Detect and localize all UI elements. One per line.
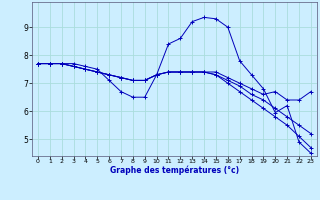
X-axis label: Graphe des températures (°c): Graphe des températures (°c) [110, 166, 239, 175]
